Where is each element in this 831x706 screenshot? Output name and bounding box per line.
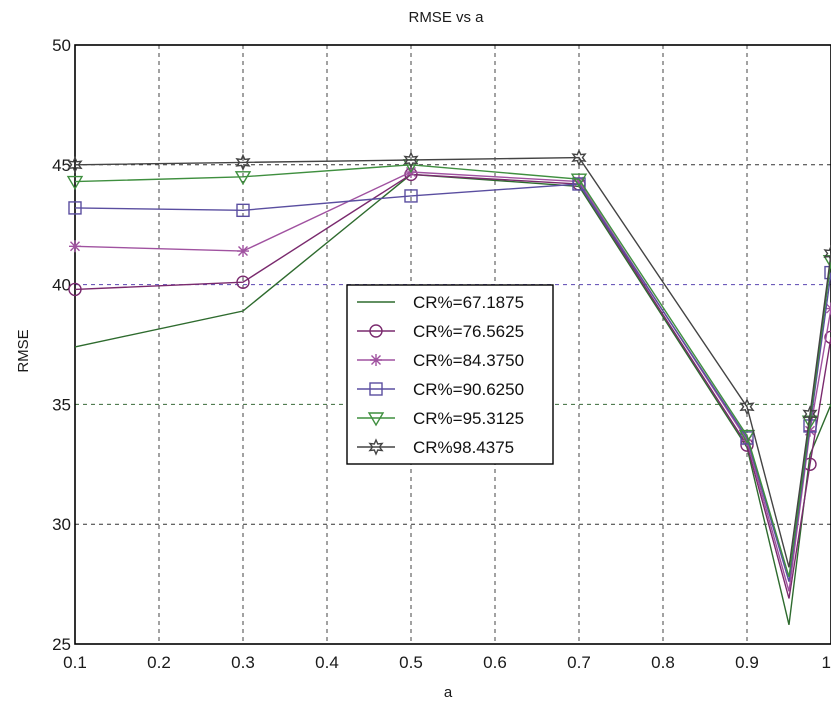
series-marker bbox=[235, 153, 251, 172]
x-axis-title: a bbox=[444, 684, 453, 701]
y-tick-label: 45 bbox=[52, 156, 71, 175]
legend: CR%=67.1875 CR%=76.5625 CR%=84.3750 CR%=90.… bbox=[346, 284, 554, 465]
x-tick-label: 0.8 bbox=[651, 653, 675, 672]
series-marker bbox=[236, 275, 250, 289]
x-tick-label: 0.1 bbox=[63, 653, 87, 672]
y-tick-label: 25 bbox=[52, 635, 71, 654]
legend-box bbox=[346, 284, 554, 465]
axis-ticks: 0.1 0.2 0.3 0.4 0.5 0.6 0.7 0.8 0.9 1 25 30 35 40 45 50 bbox=[52, 36, 831, 672]
series-marker bbox=[573, 175, 585, 188]
series-marker bbox=[369, 324, 383, 338]
series-marker bbox=[823, 244, 831, 263]
series-marker bbox=[67, 156, 83, 174]
series-marker bbox=[236, 203, 250, 218]
legend-label: CR%=90.6250 bbox=[413, 380, 524, 399]
series-marker bbox=[824, 265, 831, 280]
series-marker bbox=[69, 240, 81, 253]
series-marker bbox=[738, 429, 756, 444]
x-tick-label: 0.4 bbox=[315, 653, 339, 672]
x-tick-label: 0.2 bbox=[147, 653, 171, 672]
series-marker bbox=[824, 330, 831, 345]
series-line bbox=[74, 173, 831, 599]
series-marker bbox=[234, 171, 252, 186]
series-marker bbox=[571, 148, 587, 167]
legend-entry: CR%=76.5625 bbox=[357, 322, 524, 341]
x-tick-label: 1 bbox=[822, 653, 831, 672]
series-line bbox=[74, 156, 831, 568]
series-marker bbox=[822, 254, 831, 270]
legend-entry: CR%=95.3125 bbox=[357, 409, 524, 428]
series-marker bbox=[739, 398, 755, 416]
series-marker bbox=[404, 189, 418, 203]
series-group bbox=[67, 148, 831, 568]
legend-label: CR%=67.1875 bbox=[413, 293, 524, 312]
legend-label: CR%=76.5625 bbox=[413, 322, 524, 341]
y-tick-label: 50 bbox=[52, 36, 71, 55]
series-marker bbox=[68, 201, 82, 215]
series-marker bbox=[368, 438, 384, 456]
chart-title: RMSE vs a bbox=[408, 9, 484, 26]
legend-entry: CR%=90.6250 bbox=[357, 380, 524, 399]
series-marker bbox=[369, 382, 383, 396]
series-marker bbox=[68, 282, 82, 297]
legend-label: CR%98.4375 bbox=[413, 438, 514, 457]
legend-entry: CR%=67.1875 bbox=[357, 293, 524, 312]
series-marker bbox=[572, 177, 586, 191]
series-marker bbox=[403, 151, 419, 169]
legend-entry: CR%=84.3750 bbox=[357, 351, 524, 370]
series-marker bbox=[66, 175, 84, 190]
x-tick-label: 0.7 bbox=[567, 653, 591, 672]
x-tick-label: 0.6 bbox=[483, 653, 507, 672]
legend-label: CR%=84.3750 bbox=[413, 351, 524, 370]
series-marker bbox=[802, 405, 818, 423]
x-tick-label: 0.3 bbox=[231, 653, 255, 672]
y-axis-title: RMSE bbox=[15, 329, 32, 372]
series-marker bbox=[367, 412, 385, 427]
plot-frame bbox=[74, 44, 831, 645]
series-line bbox=[74, 164, 831, 578]
series-marker bbox=[570, 173, 588, 188]
series-lines bbox=[66, 148, 831, 625]
series-marker bbox=[740, 431, 754, 445]
y-tick-label: 40 bbox=[52, 276, 71, 295]
legend-entry: CR%98.4375 bbox=[357, 438, 514, 457]
series-marker bbox=[370, 354, 382, 366]
y-tick-label: 35 bbox=[52, 395, 71, 414]
y-tick-label: 30 bbox=[52, 515, 71, 534]
series-marker bbox=[237, 245, 249, 258]
x-tick-label: 0.5 bbox=[399, 653, 423, 672]
legend-label: CR%=95.3125 bbox=[413, 409, 524, 428]
x-tick-label: 0.9 bbox=[735, 653, 759, 672]
